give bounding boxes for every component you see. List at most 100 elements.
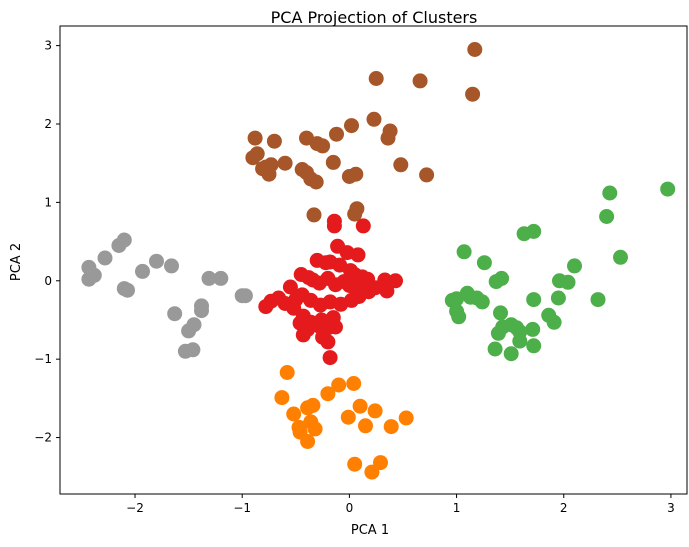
point-cluster-2-16 bbox=[194, 303, 209, 319]
point-cluster-3-56 bbox=[322, 350, 338, 366]
point-cluster-1-7 bbox=[329, 126, 344, 142]
point-cluster-2-22 bbox=[237, 288, 253, 304]
point-cluster-2-3 bbox=[81, 271, 97, 287]
point-cluster-5-9 bbox=[307, 421, 323, 437]
point-cluster-1-9 bbox=[380, 130, 396, 146]
point-cluster-4-9 bbox=[560, 274, 576, 290]
x-axis-label: PCA 1 bbox=[351, 523, 389, 538]
x-tick-label: 3 bbox=[667, 501, 675, 515]
y-tick-label: 0 bbox=[44, 274, 52, 288]
point-cluster-4-3 bbox=[599, 209, 615, 224]
point-cluster-4-13 bbox=[456, 244, 472, 260]
point-cluster-4-16 bbox=[488, 274, 504, 290]
point-cluster-3-2 bbox=[326, 218, 342, 234]
point-cluster-2-14 bbox=[186, 317, 202, 333]
point-cluster-5-8 bbox=[305, 397, 321, 413]
point-cluster-3-3 bbox=[355, 218, 371, 234]
x-tick-label: 2 bbox=[560, 501, 568, 515]
point-cluster-4-10 bbox=[590, 292, 606, 308]
point-cluster-5-15 bbox=[340, 409, 356, 425]
y-axis-ticks: −2 −1 0 1 2 3 bbox=[34, 39, 60, 445]
point-cluster-1-1 bbox=[467, 42, 483, 57]
point-cluster-1-26 bbox=[393, 157, 409, 173]
point-cluster-5-19 bbox=[367, 403, 383, 419]
point-cluster-1-25 bbox=[325, 154, 341, 170]
point-cluster-5-21 bbox=[373, 455, 388, 471]
point-cluster-1-27 bbox=[419, 167, 435, 183]
point-cluster-2-8 bbox=[149, 253, 164, 269]
point-cluster-5-17 bbox=[383, 419, 399, 435]
point-cluster-1-3 bbox=[368, 71, 384, 86]
point-cluster-2-7 bbox=[135, 263, 150, 279]
point-cluster-4-25 bbox=[493, 305, 508, 321]
point-cluster-4-2 bbox=[602, 185, 618, 201]
point-cluster-4-20 bbox=[474, 294, 490, 310]
point-cluster-1-4 bbox=[412, 73, 428, 89]
point-cluster-1-16 bbox=[245, 150, 261, 166]
point-cluster-4-36 bbox=[487, 341, 503, 357]
y-tick-label: 3 bbox=[44, 39, 52, 53]
point-cluster-2-9 bbox=[164, 258, 179, 274]
plot-frame bbox=[59, 25, 688, 495]
x-tick-label: 0 bbox=[346, 501, 354, 515]
point-cluster-4-1 bbox=[660, 181, 676, 197]
point-cluster-3-33 bbox=[258, 299, 274, 315]
point-cluster-4-34 bbox=[512, 333, 528, 349]
point-cluster-3-30 bbox=[282, 279, 298, 295]
point-cluster-1-11 bbox=[266, 133, 282, 149]
point-cluster-2-18 bbox=[213, 270, 229, 286]
point-cluster-5-18 bbox=[398, 410, 414, 426]
point-cluster-5-16 bbox=[358, 418, 373, 434]
x-tick-label: −1 bbox=[233, 501, 251, 515]
y-tick-label: −1 bbox=[34, 352, 52, 366]
point-cluster-3-42 bbox=[351, 289, 367, 304]
point-cluster-4-7 bbox=[567, 258, 582, 274]
point-cluster-4-33 bbox=[525, 321, 541, 337]
point-cluster-1-30 bbox=[348, 166, 364, 182]
point-cluster-4-30 bbox=[490, 325, 506, 341]
point-cluster-4-22 bbox=[449, 291, 465, 307]
x-tick-label: 1 bbox=[453, 501, 461, 515]
point-cluster-3-53 bbox=[295, 327, 311, 343]
point-cluster-5-22 bbox=[364, 464, 380, 480]
point-cluster-1-31 bbox=[306, 207, 322, 223]
x-axis-ticks: −2 −1 0 1 2 3 bbox=[126, 494, 675, 515]
point-cluster-5-10 bbox=[300, 434, 316, 449]
point-cluster-5-12 bbox=[331, 377, 347, 393]
point-cluster-1-10 bbox=[247, 130, 263, 146]
point-cluster-2-6 bbox=[116, 232, 132, 248]
plot-area: −2 −1 0 1 2 3 −2 −1 0 1 2 3 bbox=[34, 25, 688, 515]
point-cluster-1-33 bbox=[349, 201, 365, 217]
chart-title: PCA Projection of Clusters bbox=[271, 8, 478, 27]
y-tick-label: 1 bbox=[44, 195, 52, 209]
point-cluster-4-4 bbox=[613, 249, 628, 265]
point-cluster-4-32 bbox=[546, 314, 562, 330]
point-cluster-5-11 bbox=[320, 386, 336, 402]
y-tick-label: 2 bbox=[44, 117, 52, 131]
point-cluster-4-35 bbox=[526, 338, 542, 354]
data-points bbox=[81, 42, 676, 480]
point-cluster-1-24 bbox=[308, 174, 324, 190]
point-cluster-1-6 bbox=[344, 118, 359, 134]
point-cluster-4-11 bbox=[550, 290, 566, 306]
point-cluster-3-29 bbox=[379, 283, 395, 299]
point-cluster-2-12 bbox=[167, 306, 183, 322]
point-cluster-3-28 bbox=[388, 273, 403, 289]
point-cluster-4-12 bbox=[526, 292, 542, 308]
point-cluster-1-14 bbox=[315, 138, 331, 154]
point-cluster-3-6 bbox=[350, 247, 366, 263]
y-tick-label: −2 bbox=[34, 431, 52, 445]
point-cluster-1-2 bbox=[465, 86, 481, 102]
point-cluster-5-2 bbox=[274, 390, 290, 406]
point-cluster-4-37 bbox=[503, 346, 519, 362]
point-cluster-5-20 bbox=[347, 456, 363, 472]
point-cluster-4-6 bbox=[516, 226, 532, 242]
point-cluster-5-13 bbox=[346, 376, 362, 391]
point-cluster-2-4 bbox=[97, 250, 113, 266]
point-cluster-1-28 bbox=[261, 166, 277, 182]
point-cluster-5-3 bbox=[286, 406, 302, 422]
point-cluster-2-20 bbox=[185, 342, 201, 358]
point-cluster-2-17 bbox=[201, 270, 217, 286]
x-tick-label: −2 bbox=[126, 501, 144, 515]
